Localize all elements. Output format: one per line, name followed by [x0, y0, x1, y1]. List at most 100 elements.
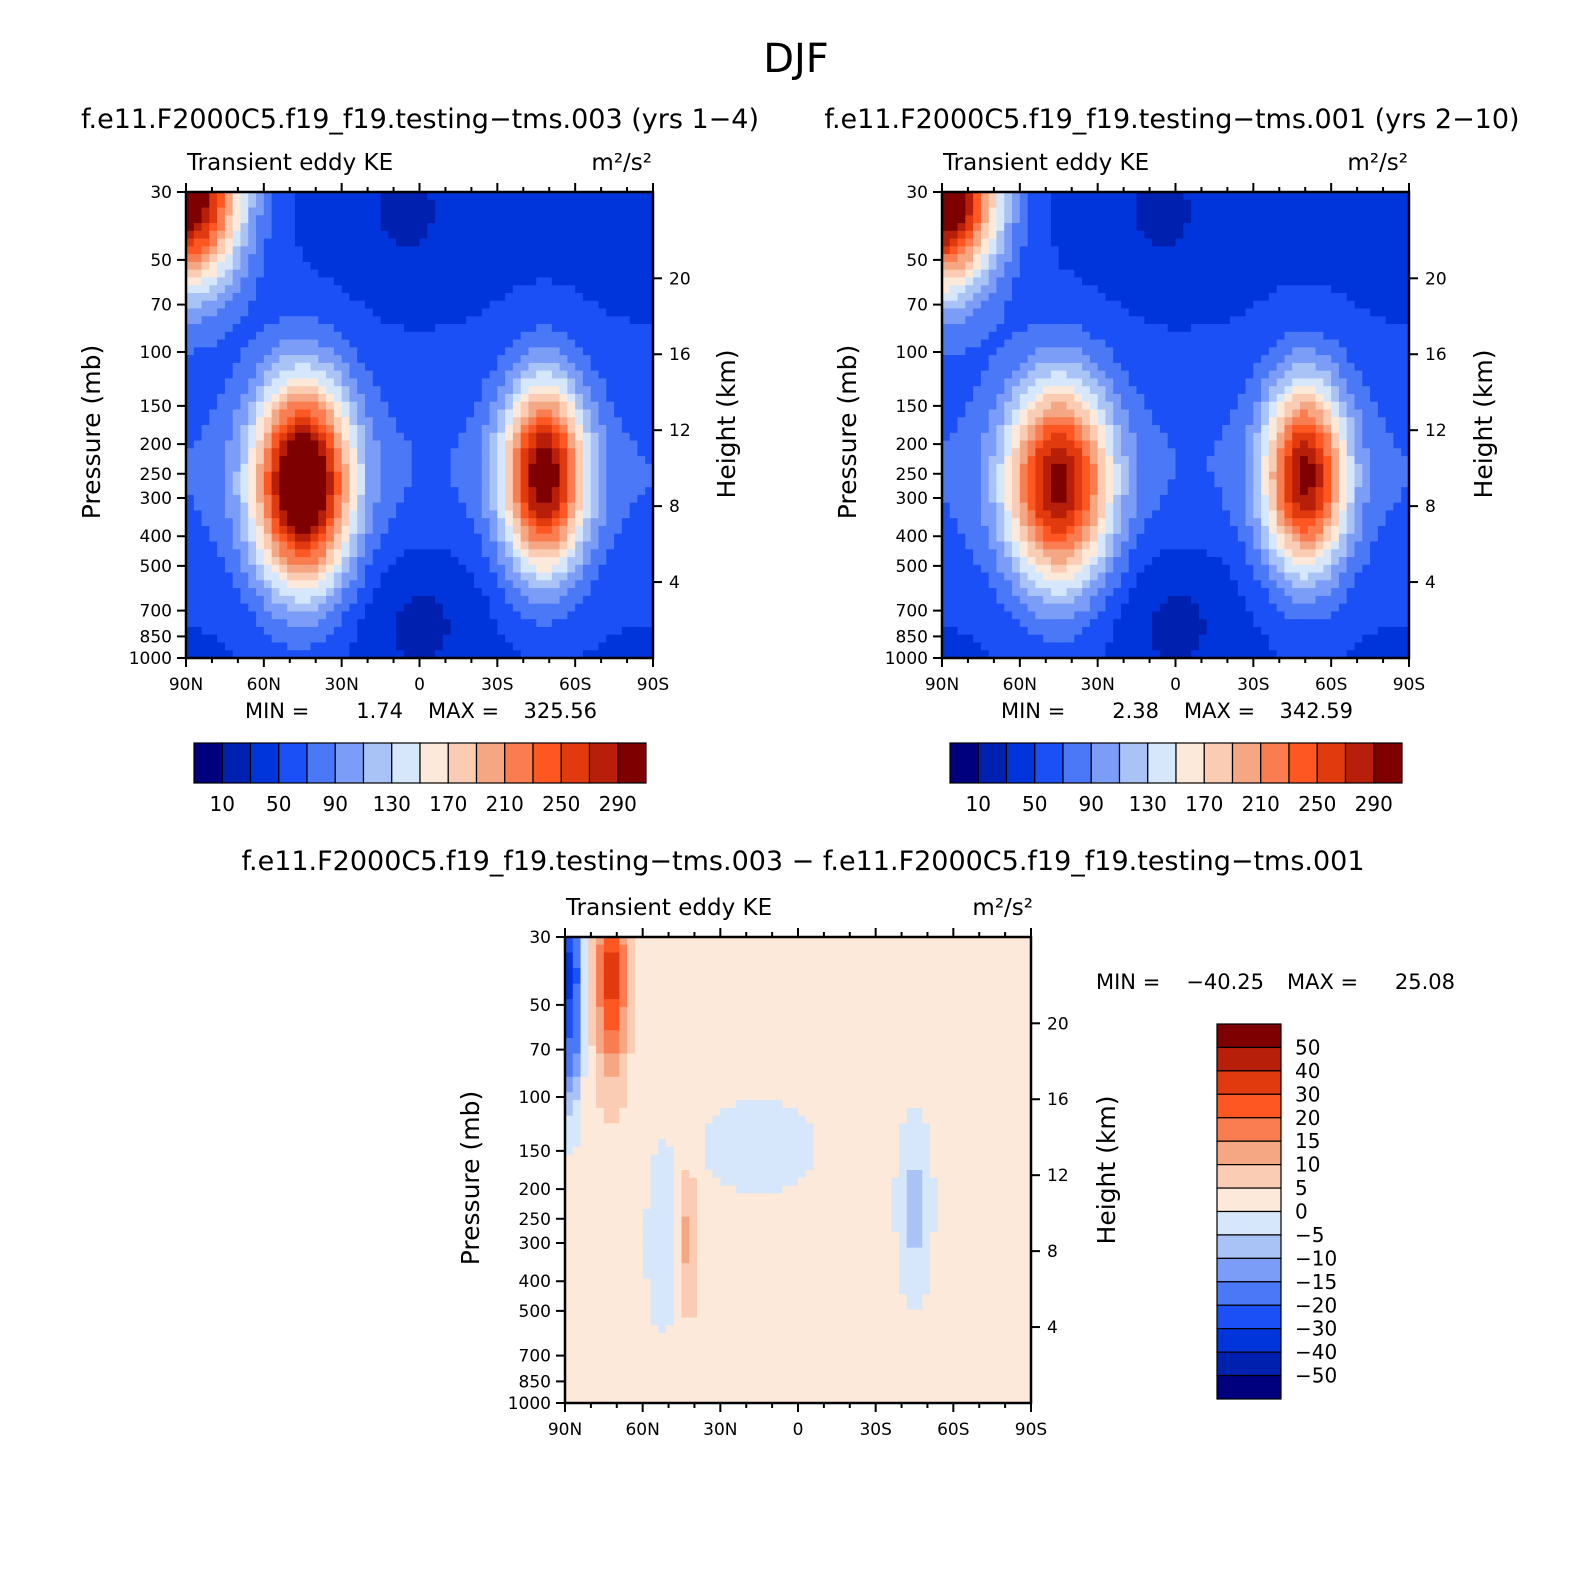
field-cell: [263, 471, 273, 480]
field-cell: [263, 331, 273, 341]
x-tick-label: 60N: [247, 675, 281, 695]
field-cell: [403, 215, 413, 224]
field-cell: [1082, 634, 1091, 644]
field-cell: [357, 502, 366, 512]
field-cell: [551, 316, 561, 325]
field-cell: [489, 261, 498, 271]
colorbar-swatch: [193, 742, 223, 784]
field-cell: [575, 417, 584, 426]
field-cell: [559, 634, 568, 644]
field-cell: [544, 409, 553, 418]
field-cell: [256, 626, 265, 636]
field-cell: [473, 432, 483, 442]
field-cell: [473, 448, 483, 457]
field-cell: [606, 269, 615, 279]
field-cell: [1050, 580, 1060, 589]
field-cell: [520, 269, 530, 279]
field-cell: [559, 650, 568, 659]
field-cell: [357, 230, 366, 240]
field-cell: [606, 432, 615, 442]
field-cell: [629, 223, 639, 232]
field-cell: [1035, 572, 1044, 581]
field-cell: [411, 230, 421, 240]
field-cell: [1058, 502, 1068, 512]
field-cell: [411, 223, 421, 232]
field-cell: [217, 510, 226, 519]
field-cell: [528, 510, 537, 519]
field-cell: [240, 510, 249, 519]
field-cell: [419, 230, 428, 240]
field-cell: [551, 199, 561, 209]
field-cell: [949, 300, 959, 310]
field-cell: [435, 285, 444, 294]
field-cell: [505, 494, 514, 504]
field-cell: [512, 207, 522, 216]
field-cell: [1019, 285, 1029, 294]
field-cell: [544, 463, 553, 473]
field-cell: [372, 324, 382, 333]
field-cell: [403, 223, 413, 232]
field-cell: [326, 308, 335, 317]
field-cell: [333, 347, 343, 356]
field-cell: [217, 440, 226, 449]
field-cell: [458, 254, 467, 263]
field-cell: [396, 533, 405, 543]
field-cell: [341, 642, 351, 651]
field-cell: [621, 355, 631, 364]
field-cell: [1097, 518, 1107, 527]
field-cell: [606, 339, 615, 348]
field-cell: [1050, 378, 1060, 387]
field-cell: [294, 487, 304, 496]
field-cell: [942, 246, 951, 255]
field-cell: [256, 223, 265, 232]
field-cell: [528, 572, 537, 581]
field-cell: [427, 564, 436, 574]
field-cell: [965, 456, 974, 465]
field-cell: [341, 425, 351, 434]
field-cell: [598, 292, 607, 302]
field-cell: [248, 417, 257, 426]
field-cell: [614, 331, 623, 341]
field-cell: [1074, 642, 1083, 651]
field-cell: [536, 192, 545, 201]
field-cell: [481, 479, 491, 488]
field-cell: [598, 199, 607, 209]
field-cell: [1058, 487, 1068, 496]
field-cell: [1043, 595, 1052, 605]
field-cell: [1066, 533, 1075, 543]
field-cell: [1019, 347, 1029, 356]
field-cell: [1019, 386, 1029, 395]
field-cell: [505, 207, 514, 216]
field-cell: [380, 308, 389, 317]
field-cell: [411, 300, 421, 310]
field-cell: [567, 199, 576, 209]
field-cell: [240, 254, 249, 263]
field-cell: [263, 192, 273, 201]
field-cell: [263, 425, 273, 434]
field-cell: [435, 207, 444, 216]
field-cell: [1097, 378, 1107, 387]
field-cell: [965, 347, 974, 356]
field-cell: [442, 362, 452, 372]
field-cell: [505, 277, 514, 286]
field-cell: [614, 362, 623, 372]
field-cell: [326, 230, 335, 240]
field-cell: [1035, 603, 1044, 612]
field-cell: [614, 603, 623, 612]
field-cell: [1019, 642, 1029, 651]
field-cell: [396, 502, 405, 512]
field-cell: [536, 463, 545, 473]
field-cell: [411, 339, 421, 348]
field-cell: [326, 370, 335, 379]
field-cell: [544, 525, 553, 535]
field-cell: [567, 316, 576, 325]
field-cell: [442, 541, 452, 550]
field-cell: [256, 261, 265, 271]
field-cell: [598, 572, 607, 581]
field-cell: [481, 339, 491, 348]
field-cell: [481, 557, 491, 566]
field-cell: [279, 269, 288, 279]
field-cell: [942, 611, 951, 620]
field-cell: [302, 386, 312, 395]
field-cell: [536, 362, 545, 372]
